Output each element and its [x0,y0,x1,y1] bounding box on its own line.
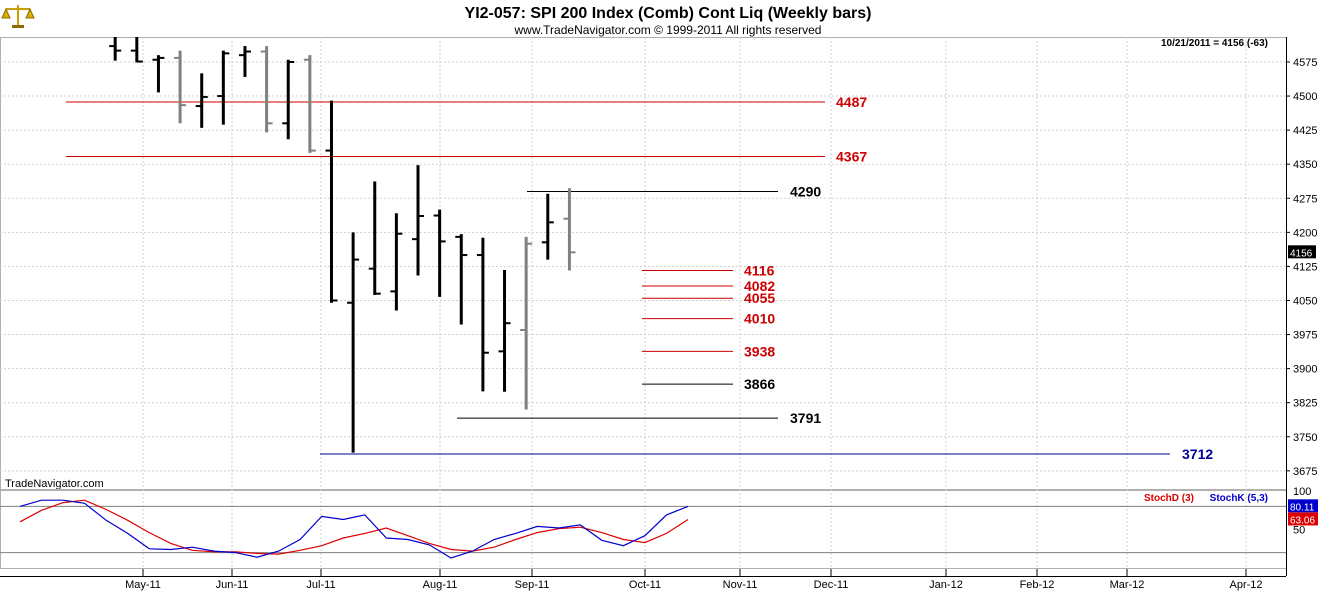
y-tick-label: 3750 [1293,432,1317,444]
stoch-panel-frame [0,490,1287,569]
y-tick-label: 3675 [1293,466,1317,478]
legend-stochd: StochD (3) [1144,493,1194,504]
x-tick-label: Oct-11 [629,579,661,591]
date-axis: May-11 Jun-11 Jul-11 Aug-11 Sep-11 Oct-11 Nov-… [0,569,1286,591]
price-bar [433,209,446,297]
price-bar [260,46,273,133]
x-tick-label: May-11 [125,579,161,591]
price-bar [390,213,403,311]
x-tick-label: Mar-12 [1110,579,1145,591]
price-bars [109,37,576,453]
price-bar [368,181,381,296]
y-tick-label: 4050 [1293,295,1317,307]
price-bar [541,193,554,260]
y-tick-label: 4275 [1293,193,1317,205]
scales-icon [1,5,35,28]
y-tick-label: 4575 [1293,57,1317,69]
price-bar [325,100,338,303]
level-label-3712: 3712 [1182,446,1213,462]
level-label-4487: 4487 [836,94,867,110]
logo [1,5,35,28]
price-bar [109,37,122,61]
y-tick-label: 4425 [1293,125,1317,137]
watermark: TradeNavigator.com [5,478,104,490]
price-bar [498,270,511,392]
level-label-4082: 4082 [744,278,775,294]
price-bar [520,236,533,410]
chart-title: YI2-057: SPI 200 Index (Comb) Cont Liq (… [465,5,872,22]
stoch-tick-label: 100 [1293,486,1311,498]
level-label-4055: 4055 [744,290,775,306]
stoch-tick-label: 50 [1293,525,1305,537]
legend-stochk: StochK (5,3) [1210,493,1268,504]
y-tick-label: 4350 [1293,159,1317,171]
x-tick-label: Jul-11 [306,579,335,591]
level-label-4116: 4116 [744,262,775,278]
price-bar [130,37,143,63]
price-bar [282,59,295,140]
price-bar [303,55,316,153]
x-tick-label: Apr-12 [1229,579,1262,591]
y-tick-label: 3825 [1293,398,1317,410]
y-tick-label: 4500 [1293,91,1317,103]
price-bar [195,73,208,128]
price-bar [563,188,576,271]
stochk-badge [1288,499,1318,513]
last-price-badge: 4156 [1288,245,1316,259]
y-tick-label: 4125 [1293,261,1317,273]
level-label-3791: 3791 [790,410,821,426]
x-tick-label: Feb-12 [1020,579,1055,591]
stochd-badge [1288,512,1318,526]
x-tick-label: Dec-11 [814,579,849,591]
price-bar [174,50,187,124]
last-price-info: 10/21/2011 = 4156 (-63) [1161,38,1268,49]
y-tick-label: 3900 [1293,364,1317,376]
y-tick-label: 3975 [1293,330,1317,342]
x-tick-label: Sep-11 [515,579,550,591]
grid [0,37,1286,576]
price-bar [455,234,468,325]
price-bar [217,50,230,125]
level-label-4010: 4010 [744,311,775,327]
level-label-4290: 4290 [790,183,821,199]
copyright-notice: www.TradeNavigator.com © 1999-2011 All r… [514,23,822,37]
y-tick-label: 4200 [1293,227,1317,239]
price-bar [347,232,360,453]
stochastic-panel: 100 50 80.11 63.06 [0,486,1318,559]
price-axis: 3675 3750 3825 3900 3975 4050 4125 4200 4275 4350… [1286,57,1317,478]
price-bar [476,237,489,392]
stochd-value: 63.06 [1290,515,1315,526]
level-label-4367: 4367 [836,148,867,164]
x-tick-label: Jun-11 [216,579,249,591]
price-bar [152,55,165,93]
last-price-label: 4156 [1290,248,1313,259]
stoch-line-d [19,499,689,555]
level-label-3938: 3938 [744,343,775,359]
price-panel-frame [0,37,1287,490]
price-bar [412,165,425,276]
x-tick-label: Aug-11 [423,579,458,591]
x-tick-label: Jan-12 [929,579,963,591]
price-bar [238,46,251,77]
stochk-value: 80.11 [1290,502,1315,513]
x-tick-label: Nov-11 [723,579,758,591]
level-label-3866: 3866 [744,376,775,392]
stoch-line-k [19,499,689,559]
